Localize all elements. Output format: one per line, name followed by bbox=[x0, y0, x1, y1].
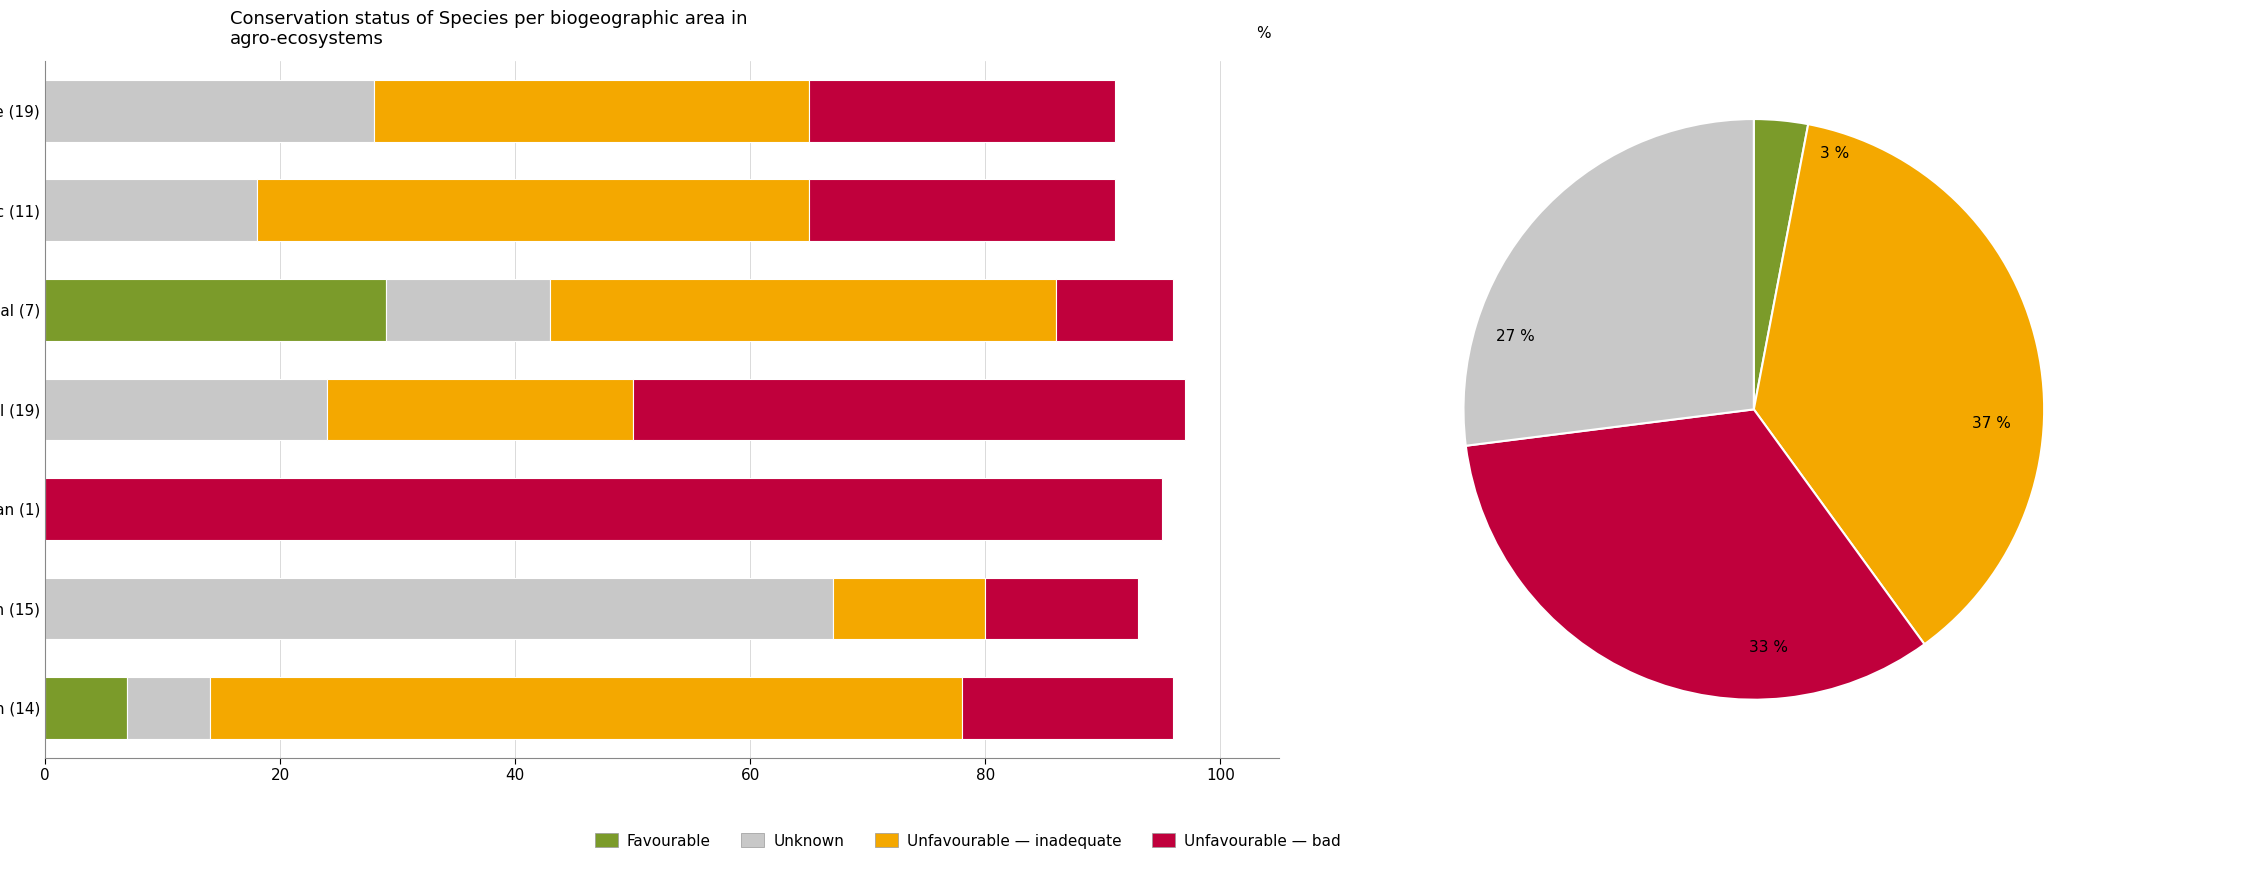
Text: Conservation status of Species per biogeographic area in
agro-ecosystems: Conservation status of Species per bioge… bbox=[230, 10, 747, 48]
Bar bbox=[385, 279, 551, 341]
Bar bbox=[257, 179, 808, 241]
Bar bbox=[808, 179, 1114, 241]
Bar bbox=[808, 80, 1114, 142]
Legend: Favourable, Unknown, Unfavourable — inadequate, Unfavourable — bad: Favourable, Unknown, Unfavourable — inad… bbox=[590, 827, 1346, 854]
Bar bbox=[1056, 279, 1173, 341]
Bar bbox=[45, 379, 326, 440]
Bar bbox=[45, 279, 385, 341]
Bar bbox=[326, 379, 633, 440]
Bar bbox=[833, 577, 986, 639]
Wedge shape bbox=[1754, 119, 1808, 409]
Text: %: % bbox=[1256, 26, 1270, 41]
Bar bbox=[45, 478, 1162, 540]
Wedge shape bbox=[1754, 125, 2044, 645]
Bar bbox=[374, 80, 808, 142]
Bar bbox=[45, 577, 833, 639]
Wedge shape bbox=[1463, 119, 1754, 446]
Bar bbox=[45, 677, 128, 739]
Bar bbox=[551, 279, 1056, 341]
Bar bbox=[209, 677, 961, 739]
Text: 33 %: 33 % bbox=[1749, 640, 1787, 655]
Text: 27 %: 27 % bbox=[1497, 329, 1535, 344]
Bar bbox=[45, 179, 257, 241]
Wedge shape bbox=[1465, 409, 1925, 699]
Bar bbox=[633, 379, 1184, 440]
Bar bbox=[986, 577, 1139, 639]
Bar bbox=[128, 677, 209, 739]
Bar bbox=[45, 80, 374, 142]
Text: 37 %: 37 % bbox=[1972, 416, 2012, 431]
Text: 3 %: 3 % bbox=[1821, 146, 1850, 161]
Bar bbox=[961, 677, 1173, 739]
